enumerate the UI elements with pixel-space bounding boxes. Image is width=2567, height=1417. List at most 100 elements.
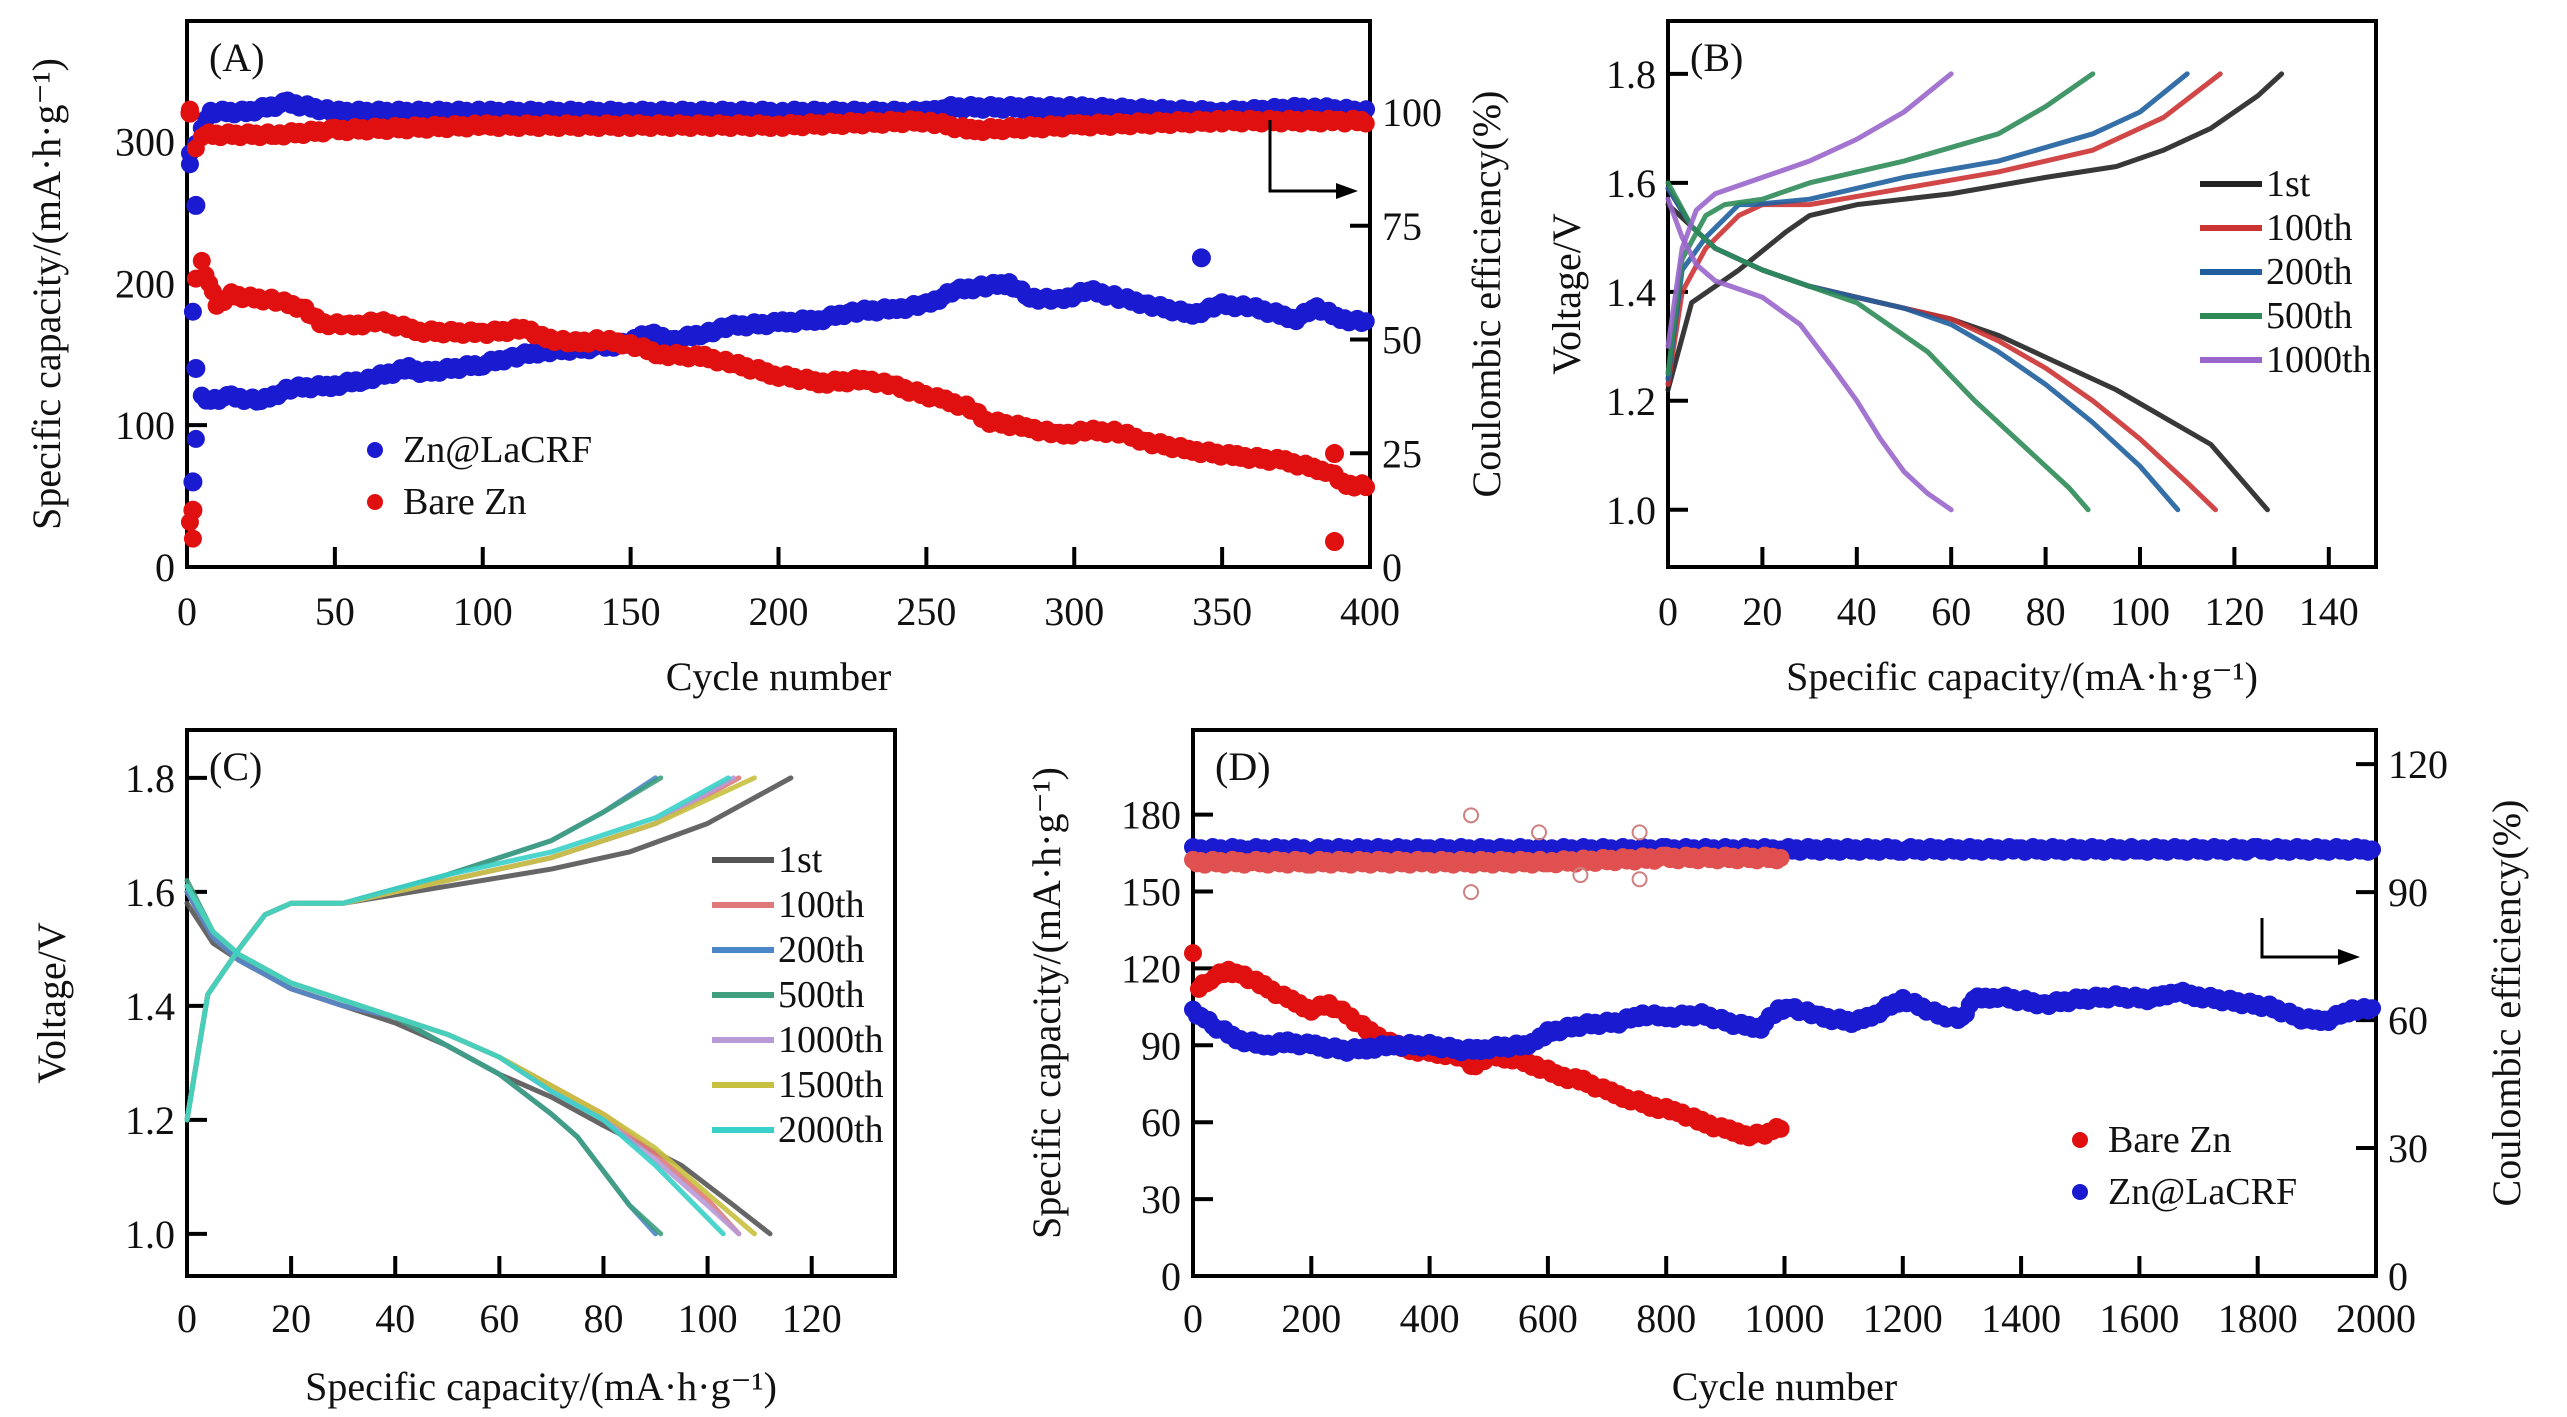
y-tick-label: 1.2 [1606,379,1656,424]
y-tick-label: 60 [1141,1100,1181,1145]
legend-label: Zn@LaCRF [403,429,592,471]
series-line-200th-charge [184,775,659,1123]
y-tick-label: 1.0 [125,1212,175,1257]
x-tick-label: 120 [782,1296,842,1341]
x-tick-label: 2000 [2336,1296,2416,1341]
legend-label: Bare Zn [403,481,526,523]
data-point [2363,840,2382,859]
legend-label: 1000th [778,1019,884,1061]
y-axis-title: Voltage/V [1544,213,1589,375]
y-tick-label: 180 [1121,793,1181,838]
y-tick-label: 0 [155,545,175,590]
series-bare-zn [180,251,1376,548]
legend-label: 1500th [778,1064,884,1106]
x-tick-label: 400 [1340,589,1400,634]
y-tick-label: 1.2 [125,1098,175,1143]
y-right-tick-label: 120 [2388,742,2448,787]
series-bare-zn-outliers [180,103,1345,551]
y-tick-label: 1.0 [1606,488,1656,533]
data-point [192,251,211,270]
legend-label: 100th [2266,207,2353,249]
y-axis-title: Voltage/V [29,922,74,1084]
data-point [1572,867,1589,884]
x-tick-label: 20 [271,1296,311,1341]
series-zn@lacrf [1184,981,2382,1062]
plot-frame [1666,19,2378,569]
data-point [1463,807,1480,824]
x-tick-label: 350 [1192,589,1252,634]
data-point [1356,312,1375,331]
legend-label: 1000th [2266,339,2372,381]
series-line-100th-discharge [184,889,742,1237]
series-line-1000th-discharge [184,883,742,1237]
series-line-500th-charge [1665,71,2096,377]
y-right-tick-label: 0 [1382,545,1402,590]
arrow-line [1268,120,1340,193]
y-tick-label: 1.4 [125,984,175,1029]
data-point [1357,478,1376,497]
x-axis-title: Cycle number [1672,1364,1898,1409]
x-tick-label: 140 [2299,589,2359,634]
panel-d-cycling-2000: (D)0 200 400 600 800 1000 1200 1400 1600 1800 2000… [1024,728,2529,1409]
arrow-line [2260,918,2342,959]
data-point [1531,824,1548,841]
series-line-200th-charge [1665,71,2190,382]
legend-marker [367,442,383,458]
series-line-1st-discharge [1665,202,2270,513]
y-tick-label: 100 [115,403,175,448]
x-tick-label: 300 [1044,589,1104,634]
data-point [1771,1119,1790,1138]
data-point [183,529,202,548]
x-tick-label: 0 [1183,1296,1203,1341]
y-tick-label: 1.4 [1606,270,1656,315]
series-line-1000th-charge [184,775,737,1123]
y-right-tick-label: 60 [2388,998,2428,1043]
data-point [183,302,202,321]
series-line-500th-discharge [184,877,664,1237]
x-tick-label: 60 [1931,589,1971,634]
data-point [1191,248,1211,268]
x-axis-title: Specific capacity/(mA·h·g⁻¹) [305,1364,777,1409]
y-tick-label: 120 [1121,946,1181,991]
series-line-1000th-discharge [1665,196,1954,513]
data-point [1631,871,1648,888]
series-zn@lacrf-outliers [183,195,1211,492]
y-right-tick-label: 30 [2388,1126,2428,1171]
x-tick-label: 100 [453,589,513,634]
data-point [1771,848,1790,867]
panel-b-voltage-profiles: (B) 0 20 40 60 80 100 120 140 1.0 1.2 1.4 1.6 1.8 Spec… [1544,19,2378,699]
y-right-tick-label: 90 [2388,870,2428,915]
y-tick-label: 300 [115,120,175,165]
series-zn@lacrf [180,144,1375,448]
x-tick-label: 100 [2110,589,2170,634]
legend-label: 500th [2266,295,2353,337]
x-tick-label: 1600 [2099,1296,2179,1341]
y-tick-label: 1.8 [125,756,175,801]
x-tick-label: 400 [1400,1296,1460,1341]
series-ce-outliers [1463,807,1648,901]
x-tick-label: 80 [2026,589,2066,634]
legend-marker [367,494,383,510]
x-tick-label: 200 [749,589,809,634]
panel-label: (C) [209,744,262,789]
data-point [1184,944,1202,963]
data-point [1325,444,1345,464]
x-tick-label: 200 [1281,1296,1341,1341]
panel-c-voltage-profiles: (C) 0 20 40 60 80 100 120 1.0 1.2 1.4 1.6 1.8 Specifi… [29,728,897,1409]
legend-label: 200th [778,929,865,971]
series-bare-zn-ce [1184,846,1790,874]
y-right-axis-title: Coulombic efficiency(%) [1464,91,1509,498]
x-tick-label: 1200 [1863,1296,1943,1341]
y-right-tick-label: 100 [1382,90,1442,135]
x-tick-label: 20 [1742,589,1782,634]
y-right-tick-label: 0 [2388,1254,2408,1299]
arrow-head-icon [2338,949,2360,965]
data-point [186,358,206,378]
x-tick-label: 150 [601,589,661,634]
y-right-tick-label: 25 [1382,431,1422,476]
x-axis-title: Cycle number [666,654,892,699]
series-line-1000th-charge [1665,71,1954,349]
x-axis-title: Specific capacity/(mA·h·g⁻¹) [1786,654,2258,699]
legend-label: 100th [778,884,865,926]
